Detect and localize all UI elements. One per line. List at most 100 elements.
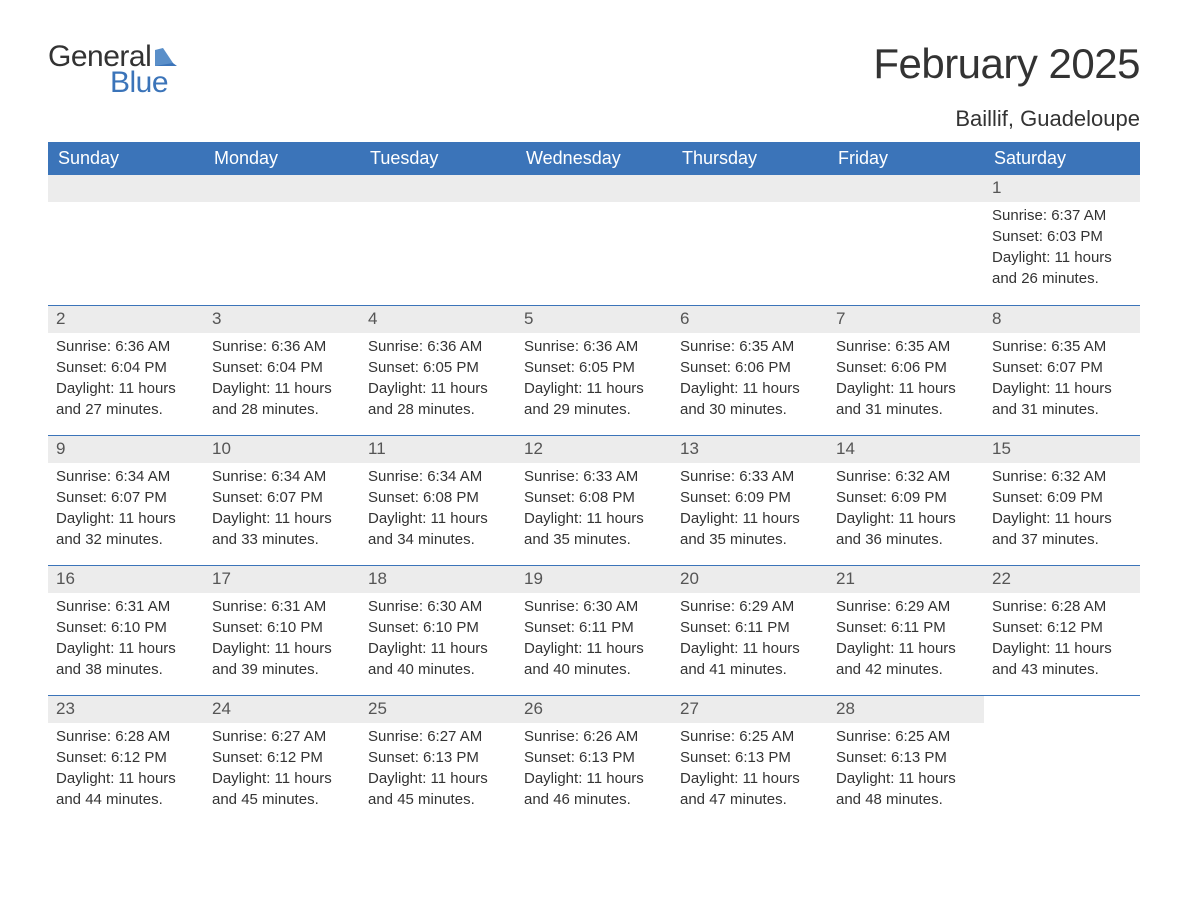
day-sunrise: Sunrise: 6:28 AM [56,727,196,747]
day-number: 14 [828,436,984,463]
day-sunrise: Sunrise: 6:33 AM [680,467,820,487]
day-cell: 10Sunrise: 6:34 AMSunset: 6:07 PMDayligh… [204,436,360,551]
day-sunset: Sunset: 6:11 PM [524,618,664,638]
day-body: Sunrise: 6:29 AMSunset: 6:11 PMDaylight:… [672,597,828,680]
day-sunset: Sunset: 6:13 PM [524,748,664,768]
day-daylight: Daylight: 11 hours and 48 minutes. [836,769,976,810]
day-cell: 19 Sunrise: 6:30 AMSunset: 6:11 PMDayligh… [516,566,672,681]
day-daylight: Daylight: 11 hours and 46 minutes. [524,769,664,810]
day-cell: 14Sunrise: 6:32 AMSunset: 6:09 PMDayligh… [828,436,984,551]
day-sunrise: Sunrise: 6:33 AM [524,467,664,487]
weekday-header: Sunday [48,142,204,175]
day-sunrise: Sunrise: 6:34 AM [56,467,196,487]
day-sunset: Sunset: 6:11 PM [836,618,976,638]
day-daylight: Daylight: 11 hours and 40 minutes. [368,639,508,680]
day-cell [516,175,672,291]
day-sunrise: Sunrise: 6:25 AM [680,727,820,747]
day-number [984,696,1140,723]
day-body: Sunrise: 6:36 AMSunset: 6:04 PMDaylight:… [48,337,204,420]
day-body: Sunrise: 6:30 AMSunset: 6:11 PMDaylight:… [516,597,672,680]
day-body: Sunrise: 6:31 AMSunset: 6:10 PMDaylight:… [48,597,204,680]
day-number [828,175,984,202]
day-daylight: Daylight: 11 hours and 33 minutes. [212,509,352,550]
day-daylight: Daylight: 11 hours and 28 minutes. [212,379,352,420]
day-number [204,175,360,202]
day-number: 15 [984,436,1140,463]
day-daylight: Daylight: 11 hours and 26 minutes. [992,248,1132,289]
day-number: 5 [516,306,672,333]
weekday-header: Friday [828,142,984,175]
day-body: Sunrise: 6:27 AMSunset: 6:12 PMDaylight:… [204,727,360,810]
day-sunrise: Sunrise: 6:36 AM [212,337,352,357]
day-number: 19 [516,566,672,593]
day-body: Sunrise: 6:32 AMSunset: 6:09 PMDaylight:… [984,467,1140,550]
day-sunrise: Sunrise: 6:30 AM [524,597,664,617]
weekday-header: Tuesday [360,142,516,175]
day-number: 6 [672,306,828,333]
day-daylight: Daylight: 11 hours and 27 minutes. [56,379,196,420]
day-sunset: Sunset: 6:06 PM [836,358,976,378]
day-body: Sunrise: 6:34 AMSunset: 6:07 PMDaylight:… [204,467,360,550]
day-sunset: Sunset: 6:07 PM [56,488,196,508]
day-body: Sunrise: 6:36 AMSunset: 6:05 PMDaylight:… [360,337,516,420]
weekday-header: Wednesday [516,142,672,175]
day-sunrise: Sunrise: 6:27 AM [368,727,508,747]
day-number: 7 [828,306,984,333]
day-body: Sunrise: 6:36 AMSunset: 6:04 PMDaylight:… [204,337,360,420]
day-sunset: Sunset: 6:10 PM [56,618,196,638]
day-body: Sunrise: 6:33 AMSunset: 6:08 PMDaylight:… [516,467,672,550]
day-cell: 22Sunrise: 6:28 AMSunset: 6:12 PMDayligh… [984,566,1140,681]
day-daylight: Daylight: 11 hours and 37 minutes. [992,509,1132,550]
day-number [48,175,204,202]
day-sunset: Sunset: 6:05 PM [368,358,508,378]
day-body: Sunrise: 6:26 AMSunset: 6:13 PMDaylight:… [516,727,672,810]
day-body: Sunrise: 6:37 AMSunset: 6:03 PMDaylight:… [984,206,1140,289]
day-sunrise: Sunrise: 6:25 AM [836,727,976,747]
day-daylight: Daylight: 11 hours and 38 minutes. [56,639,196,680]
day-sunrise: Sunrise: 6:36 AM [56,337,196,357]
weekday-header-row: Sunday Monday Tuesday Wednesday Thursday… [48,142,1140,175]
day-sunset: Sunset: 6:09 PM [836,488,976,508]
day-body: Sunrise: 6:31 AMSunset: 6:10 PMDaylight:… [204,597,360,680]
day-number: 26 [516,696,672,723]
weekday-header: Saturday [984,142,1140,175]
week-row: 1 Sunrise: 6:37 AMSunset: 6:03 PMDaylight… [48,175,1140,305]
day-number: 18 [360,566,516,593]
day-cell: 26 Sunrise: 6:26 AMSunset: 6:13 PMDayligh… [516,696,672,811]
day-cell: 24Sunrise: 6:27 AMSunset: 6:12 PMDayligh… [204,696,360,811]
day-body: Sunrise: 6:30 AMSunset: 6:10 PMDaylight:… [360,597,516,680]
day-sunrise: Sunrise: 6:28 AM [992,597,1132,617]
day-sunrise: Sunrise: 6:32 AM [992,467,1132,487]
day-sunset: Sunset: 6:04 PM [212,358,352,378]
day-sunrise: Sunrise: 6:29 AM [680,597,820,617]
day-sunrise: Sunrise: 6:34 AM [212,467,352,487]
day-sunrise: Sunrise: 6:27 AM [212,727,352,747]
day-sunrise: Sunrise: 6:32 AM [836,467,976,487]
day-sunrise: Sunrise: 6:35 AM [992,337,1132,357]
day-cell [828,175,984,291]
weekday-header: Thursday [672,142,828,175]
week-row: 16Sunrise: 6:31 AMSunset: 6:10 PMDayligh… [48,565,1140,695]
day-body: Sunrise: 6:25 AMSunset: 6:13 PMDaylight:… [672,727,828,810]
day-number [672,175,828,202]
day-cell: 28Sunrise: 6:25 AMSunset: 6:13 PMDayligh… [828,696,984,811]
day-daylight: Daylight: 11 hours and 39 minutes. [212,639,352,680]
day-cell: 16Sunrise: 6:31 AMSunset: 6:10 PMDayligh… [48,566,204,681]
day-daylight: Daylight: 11 hours and 32 minutes. [56,509,196,550]
day-daylight: Daylight: 11 hours and 30 minutes. [680,379,820,420]
day-body: Sunrise: 6:35 AMSunset: 6:06 PMDaylight:… [828,337,984,420]
day-cell: 9Sunrise: 6:34 AMSunset: 6:07 PMDaylight… [48,436,204,551]
day-daylight: Daylight: 11 hours and 34 minutes. [368,509,508,550]
day-sunrise: Sunrise: 6:34 AM [368,467,508,487]
day-daylight: Daylight: 11 hours and 45 minutes. [368,769,508,810]
day-number: 1 [984,175,1140,202]
day-daylight: Daylight: 11 hours and 29 minutes. [524,379,664,420]
day-cell [48,175,204,291]
location: Baillif, Guadeloupe [873,106,1140,132]
logo-flag-icon [155,48,177,66]
day-cell [984,696,1140,811]
day-body: Sunrise: 6:29 AMSunset: 6:11 PMDaylight:… [828,597,984,680]
day-number: 8 [984,306,1140,333]
day-sunset: Sunset: 6:13 PM [368,748,508,768]
logo-text-blue: Blue [110,66,168,100]
